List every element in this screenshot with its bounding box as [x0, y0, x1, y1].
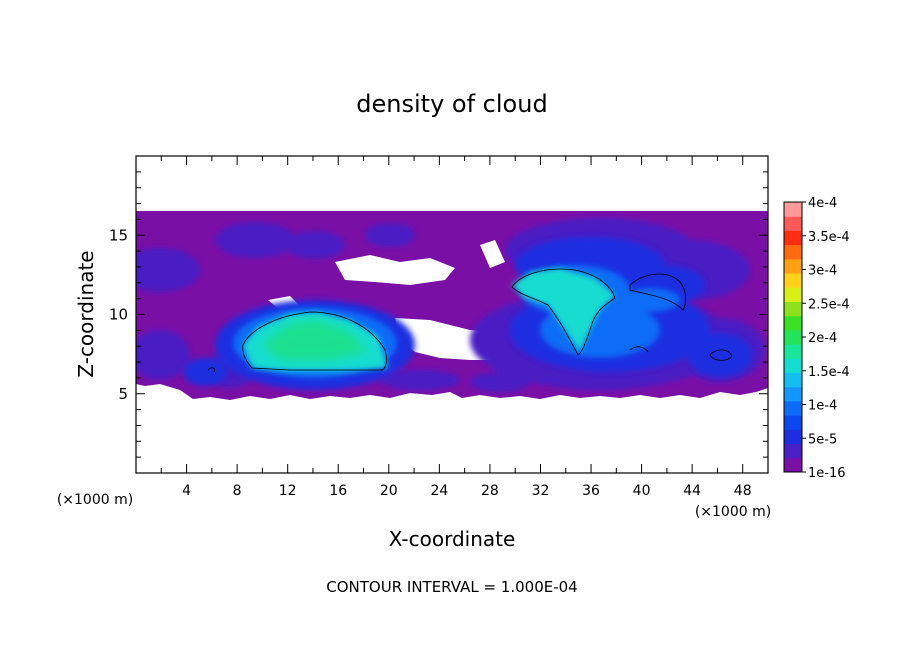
contour-interval-note: CONTOUR INTERVAL = 1.000E-04 — [326, 578, 577, 596]
colorbar-swatch — [784, 400, 802, 416]
x-unit-label: (×1000 m) — [695, 504, 771, 520]
colorbar-swatch — [784, 273, 802, 288]
x-tick-label: 40 — [633, 483, 651, 499]
colorbar-swatch — [784, 344, 802, 359]
x-tick-label: 12 — [279, 483, 297, 499]
x-tick-label: 8 — [233, 483, 242, 499]
x-tick-label: 20 — [380, 483, 398, 499]
x-tick-label: 16 — [329, 483, 347, 499]
y-tick-label: 10 — [109, 306, 128, 324]
colorbar-swatch — [784, 230, 802, 246]
colorbar-swatch — [784, 244, 802, 260]
colorbar-swatch — [784, 202, 802, 217]
colorbar-label: 3.5e-4 — [808, 230, 850, 245]
colorbar-swatch — [784, 386, 802, 402]
left-cell-peak — [262, 320, 368, 360]
colorbar-swatch — [784, 216, 802, 231]
colorbar-swatch — [784, 329, 802, 345]
colorbar-label: 2.5e-4 — [808, 297, 850, 312]
colorbar-swatch — [784, 258, 802, 274]
colorbar-label: 1e-4 — [808, 399, 837, 414]
colorbar-swatch — [784, 358, 802, 374]
colorbar-swatch — [784, 415, 802, 430]
colorbar-label: 5e-5 — [808, 432, 837, 447]
y-axis-title: Z-coordinate — [74, 250, 98, 377]
chart-title: density of cloud — [356, 90, 547, 118]
x-tick-label: 4 — [182, 483, 191, 499]
x-tick-label: 36 — [582, 483, 600, 499]
colorbar-swatch — [784, 429, 802, 445]
colorbar-swatch — [784, 372, 802, 388]
colorbar-label: 3e-4 — [808, 264, 837, 279]
colorbar-label: 4e-4 — [808, 196, 837, 211]
colorbar-swatch — [784, 315, 802, 331]
x-axis-title: X-coordinate — [389, 527, 516, 551]
contour-lines — [207, 268, 733, 373]
cloud-field — [136, 211, 768, 400]
colorbar-swatch — [784, 301, 802, 317]
x-tick-label: 32 — [532, 483, 550, 499]
colorbar-swatch — [784, 287, 802, 302]
colorbar-swatch — [784, 443, 802, 459]
x-tick-label: 28 — [481, 483, 499, 499]
y-unit-label: (×1000 m) — [57, 492, 133, 508]
colorbar-label: 1.5e-4 — [808, 365, 850, 380]
x-tick-label: 44 — [683, 483, 701, 499]
x-axis-ticks: 4 8 12 16 20 24 28 32 36 40 44 48 — [160, 156, 752, 499]
y-tick-label: 5 — [118, 385, 128, 403]
x-tick-label: 48 — [734, 483, 752, 499]
colorbar: 4e-4 3.5e-4 3e-4 2.5e-4 2e-4 1.5e-4 1e-4 5e-5 1e… — [783, 196, 850, 481]
colorbar-label: 2e-4 — [808, 331, 837, 346]
colorbar-label: 1e-16 — [808, 466, 846, 481]
x-tick-label: 24 — [430, 483, 448, 499]
colorbar-swatch — [784, 457, 802, 473]
y-tick-label: 15 — [109, 226, 128, 244]
y-axis-ticks: 5 10 15 — [109, 171, 768, 458]
